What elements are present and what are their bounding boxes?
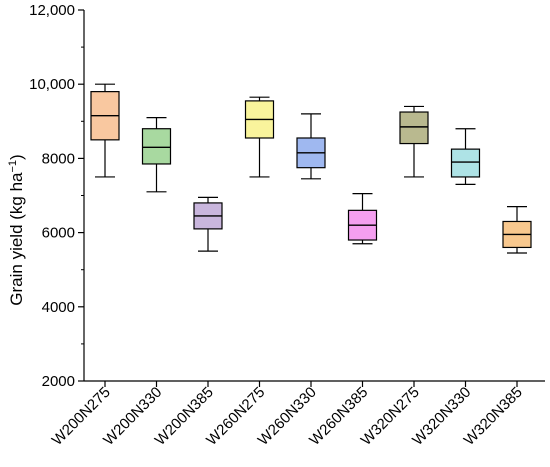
box-W260N385: [347, 193, 378, 245]
axes-layer: [78, 9, 545, 387]
boxes-layer: [90, 83, 532, 254]
box-W320N275: [399, 105, 429, 178]
box-W200N275: [90, 83, 120, 178]
box-W260N275: [244, 96, 275, 178]
y-tick-label: 4000: [42, 299, 75, 316]
labels-layer: 200040006000800010,00012,000W200N275W200…: [29, 2, 526, 449]
box-W200N385: [193, 196, 223, 252]
box-iqr: [141, 128, 172, 165]
box-iqr: [399, 111, 429, 145]
box-W320N330: [450, 128, 481, 185]
y-axis-title: Grain yield (kg ha−1): [7, 154, 26, 305]
y-tick-label: 8000: [42, 150, 75, 167]
y-tick-label: 12,000: [29, 2, 75, 19]
box-W200N330: [141, 116, 172, 193]
y-tick-label: 2000: [42, 373, 75, 390]
y-tick-label: 10,000: [29, 76, 75, 93]
y-tick-label: 6000: [42, 225, 75, 242]
box-iqr: [450, 148, 481, 178]
box-W260N330: [296, 113, 326, 180]
box-W320N385: [502, 206, 532, 254]
